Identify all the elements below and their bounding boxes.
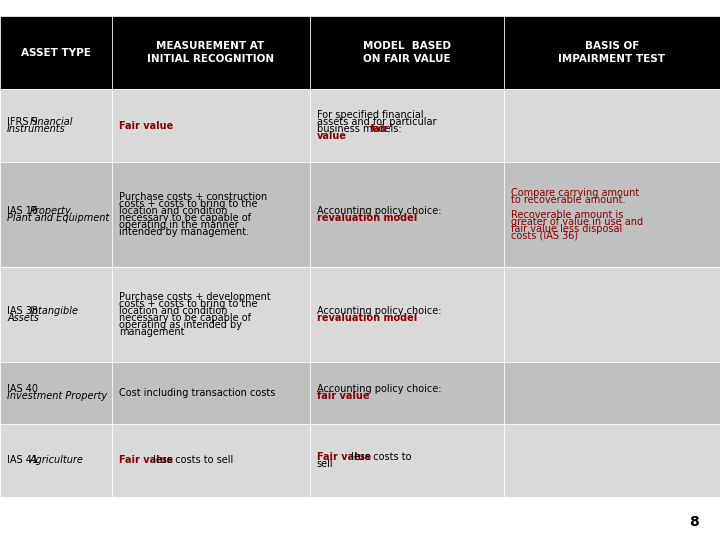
Text: MODEL  BASED
ON FAIR VALUE: MODEL BASED ON FAIR VALUE: [363, 42, 451, 64]
Bar: [0, 362, 112, 424]
Text: Intangible: Intangible: [30, 306, 78, 316]
Text: Accounting policy choice:: Accounting policy choice:: [317, 384, 441, 394]
Text: 8: 8: [688, 515, 698, 529]
Bar: [310, 424, 504, 497]
Text: Accounting policy choice:: Accounting policy choice:: [317, 306, 441, 316]
Text: revaluation model: revaluation model: [317, 313, 417, 323]
Text: IAS 40: IAS 40: [7, 384, 38, 394]
Text: Recoverable amount is: Recoverable amount is: [511, 210, 624, 220]
Text: IAS 16: IAS 16: [7, 206, 41, 216]
Text: intended by management.: intended by management.: [119, 227, 249, 238]
Bar: [504, 16, 720, 89]
Text: Fair value: Fair value: [119, 120, 173, 131]
Text: necessary to be capable of: necessary to be capable of: [119, 213, 251, 223]
Text: operating in the manner: operating in the manner: [119, 220, 238, 230]
Text: less costs to: less costs to: [348, 452, 412, 462]
Bar: [310, 162, 504, 267]
Text: ASSET TYPE: ASSET TYPE: [21, 48, 91, 58]
Bar: [310, 267, 504, 362]
Text: BASIS OF
IMPAIRMENT TEST: BASIS OF IMPAIRMENT TEST: [559, 42, 665, 64]
Bar: [112, 162, 310, 267]
Text: costs (IAS 36): costs (IAS 36): [511, 231, 578, 241]
Text: business models:: business models:: [317, 124, 405, 134]
Text: Agriculture: Agriculture: [30, 455, 83, 465]
Text: Investment Property: Investment Property: [7, 392, 107, 401]
Text: Property,: Property,: [30, 206, 73, 216]
Bar: [112, 424, 310, 497]
Text: Instruments: Instruments: [7, 124, 66, 134]
Text: location and condition: location and condition: [119, 206, 228, 216]
Bar: [112, 267, 310, 362]
Text: Purchase costs + construction: Purchase costs + construction: [119, 192, 267, 202]
Text: necessary to be capable of: necessary to be capable of: [119, 313, 251, 323]
Bar: [310, 362, 504, 424]
Text: fair value less disposal: fair value less disposal: [511, 224, 623, 234]
Text: Fair value: Fair value: [317, 452, 371, 462]
Text: assets and for particular: assets and for particular: [317, 117, 436, 127]
Text: Accounting policy choice:: Accounting policy choice:: [317, 206, 441, 216]
Text: IAS 38: IAS 38: [7, 306, 41, 316]
Bar: [504, 89, 720, 162]
Bar: [310, 89, 504, 162]
Text: sell: sell: [317, 459, 333, 469]
Text: costs + costs to bring to the: costs + costs to bring to the: [119, 199, 257, 209]
Bar: [112, 89, 310, 162]
Text: location and condition: location and condition: [119, 306, 228, 316]
Text: Fair value: Fair value: [119, 455, 173, 465]
Text: greater of value in use and: greater of value in use and: [511, 217, 644, 227]
Text: to recoverable amount.: to recoverable amount.: [511, 195, 626, 206]
Text: Assets: Assets: [7, 313, 39, 323]
Text: MEASUREMENT AT
INITIAL RECOGNITION: MEASUREMENT AT INITIAL RECOGNITION: [147, 42, 274, 64]
Text: Purchase costs + development: Purchase costs + development: [119, 292, 271, 302]
Text: For specified financial: For specified financial: [317, 110, 423, 120]
Bar: [504, 162, 720, 267]
Text: revaluation model: revaluation model: [317, 213, 417, 223]
Text: costs + costs to bring to the: costs + costs to bring to the: [119, 299, 257, 309]
Text: Financial: Financial: [30, 117, 73, 127]
Text: fair: fair: [370, 124, 390, 134]
Text: less costs to sell: less costs to sell: [150, 455, 233, 465]
Text: Cost including transaction costs: Cost including transaction costs: [119, 388, 275, 398]
Bar: [112, 362, 310, 424]
Text: Compare carrying amount: Compare carrying amount: [511, 188, 639, 198]
Bar: [0, 162, 112, 267]
Text: value: value: [317, 131, 347, 141]
Bar: [504, 424, 720, 497]
Bar: [0, 16, 112, 89]
Text: IAS 41: IAS 41: [7, 455, 41, 465]
Bar: [504, 267, 720, 362]
Bar: [504, 362, 720, 424]
Bar: [0, 89, 112, 162]
Text: operating as intended by: operating as intended by: [119, 320, 242, 330]
Bar: [310, 16, 504, 89]
Text: management: management: [119, 327, 184, 338]
Bar: [112, 16, 310, 89]
Text: fair value: fair value: [317, 392, 369, 401]
Text: IFRS 9: IFRS 9: [7, 117, 41, 127]
Bar: [0, 424, 112, 497]
Bar: [0, 267, 112, 362]
Text: Plant and Equipment: Plant and Equipment: [7, 213, 109, 223]
